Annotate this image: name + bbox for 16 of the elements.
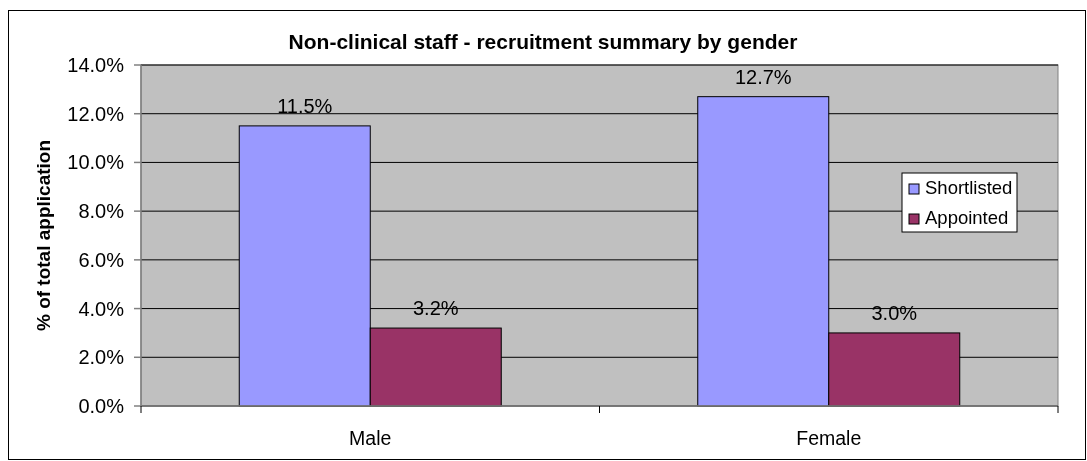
- y-tick-label: 0.0%: [78, 395, 125, 417]
- y-tick-label: 2.0%: [78, 346, 125, 369]
- y-tick-label: 12.0%: [67, 102, 125, 125]
- data-label: 11.5%: [277, 94, 333, 117]
- y-tick-label: 6.0%: [78, 248, 125, 271]
- x-tick-label: Female: [796, 427, 862, 449]
- y-tick-label: 10.0%: [67, 151, 125, 174]
- legend-label: Shortlisted: [925, 177, 1013, 198]
- y-tick-label: 14.0%: [67, 54, 125, 76]
- y-tick-label: 8.0%: [78, 200, 125, 223]
- y-axis-title: % of total application: [33, 139, 54, 332]
- y-tick-label: 4.0%: [78, 297, 125, 320]
- x-tick-label: Male: [349, 427, 392, 449]
- legend-label: Appointed: [925, 207, 1009, 228]
- chart-title: Non-clinical staff - recruitment summary by gender: [288, 30, 798, 53]
- data-label: 12.7%: [734, 65, 792, 88]
